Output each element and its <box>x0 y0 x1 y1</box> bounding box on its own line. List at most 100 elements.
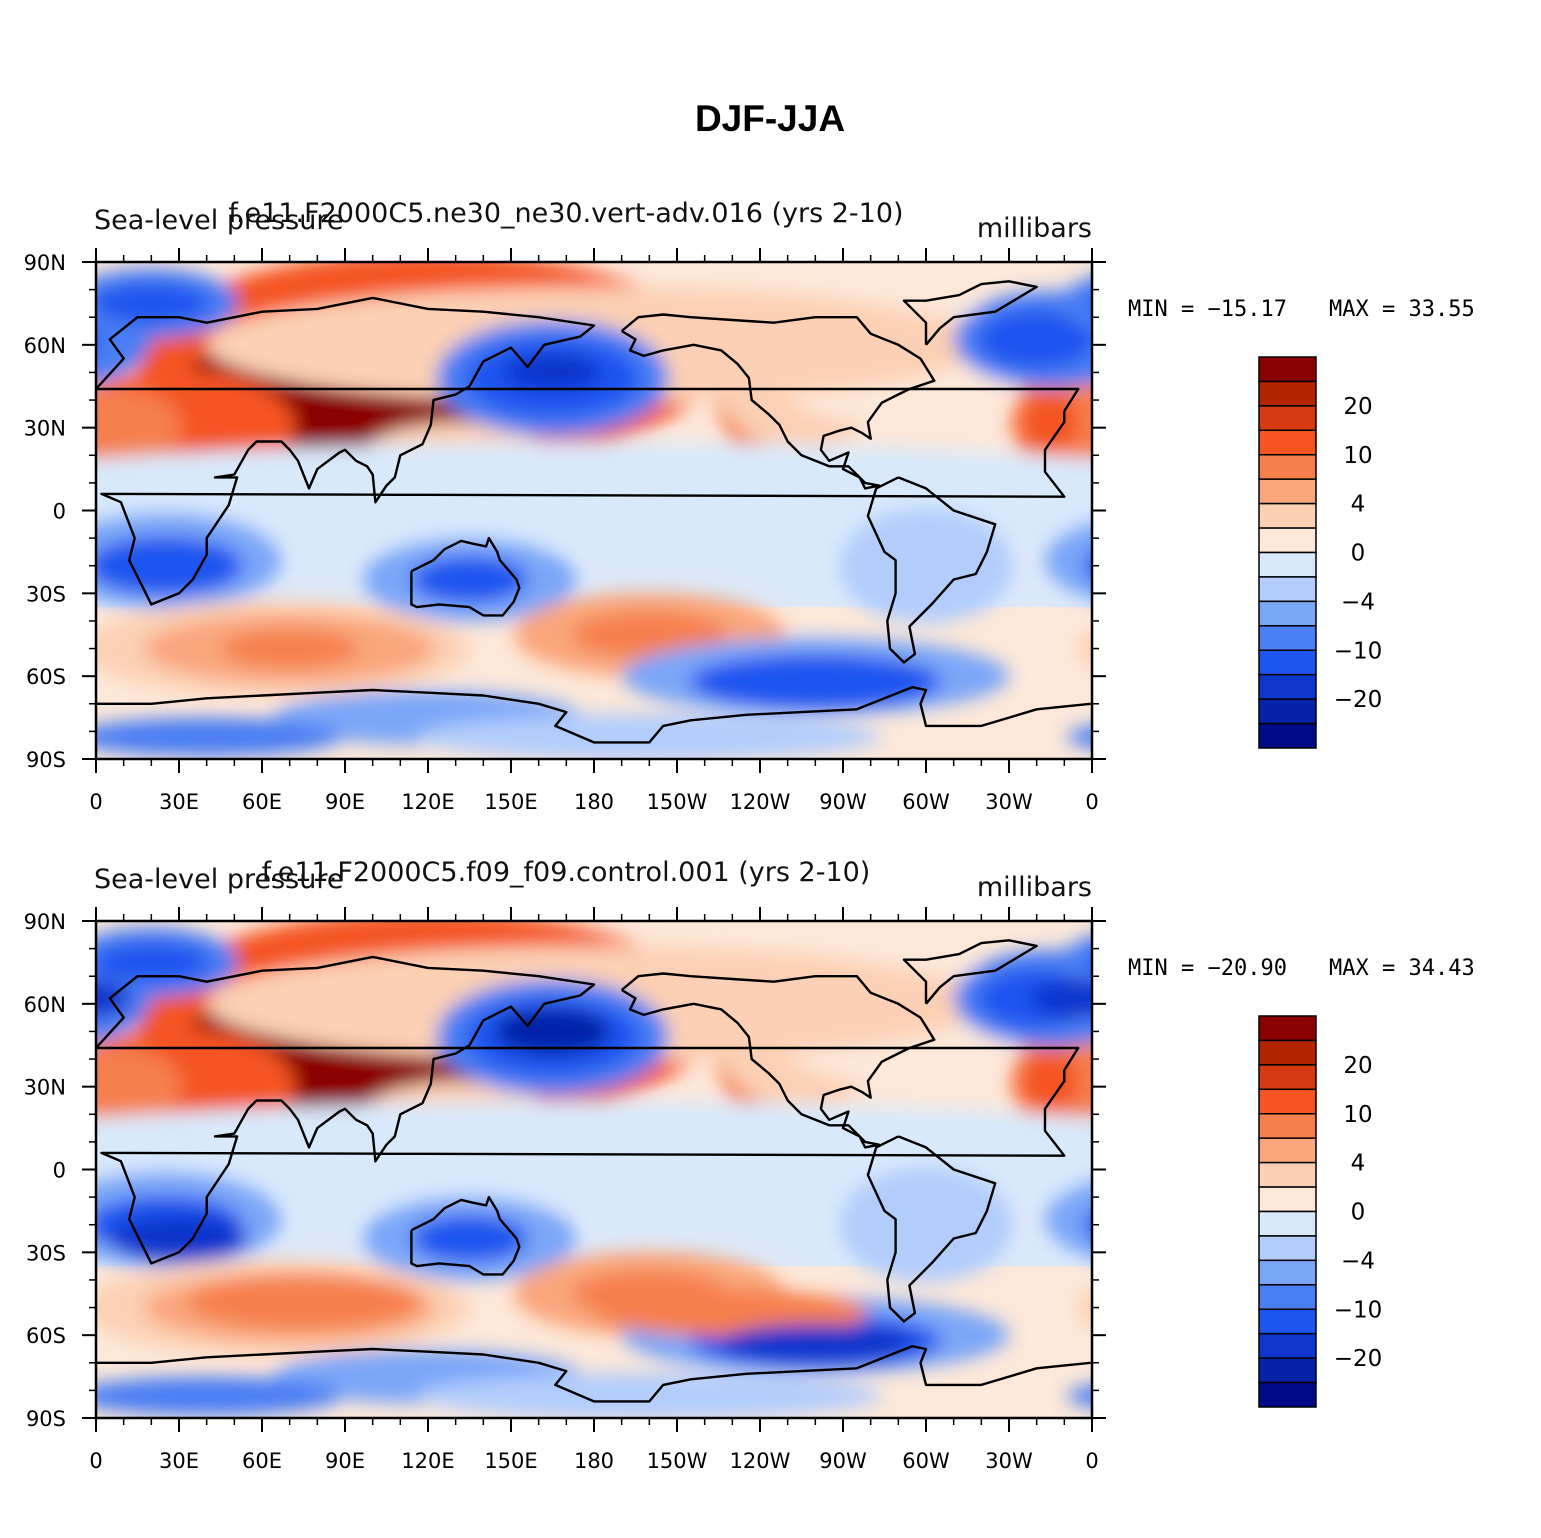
colorbar-label-5: −10 <box>1334 638 1383 664</box>
field-contour-22 <box>1359 1196 1541 1281</box>
field-contour-33 <box>96 717 343 757</box>
x-tick-label-12: 0 <box>1085 790 1098 814</box>
colorbar-swatch-3 <box>1258 429 1317 456</box>
field-contour-17 <box>1060 935 1092 990</box>
field-contour-27 <box>221 629 358 668</box>
panel-units: millibars <box>977 213 1092 244</box>
x-tick-label-9: 90W <box>819 1449 867 1473</box>
coastlines <box>96 280 1091 744</box>
field-contour-37 <box>187 1274 420 1330</box>
colorbar-swatch-15 <box>1258 1381 1317 1408</box>
y-tick-label-1: 60N <box>24 993 66 1017</box>
coastline-1 <box>410 1195 521 1276</box>
panel-units: millibars <box>977 872 1092 903</box>
field-contour-14 <box>1500 353 1541 392</box>
field-contour-17 <box>1060 276 1092 331</box>
panel-case-label: f.e11.F2000C5.ne30_ne30.vert-adv.016 (yr… <box>228 198 903 229</box>
field-contour-13 <box>1461 339 1541 416</box>
colorbar-2: 20 10 4 0 −4 −10 −20 <box>1258 1015 1383 1408</box>
field-contour-33 <box>96 1376 343 1416</box>
x-tick-label-7: 150W <box>647 1449 708 1473</box>
y-tick-label-4: 30S <box>26 1241 66 1265</box>
coastline-2 <box>866 476 997 664</box>
x-tick-label-4: 120E <box>401 1449 454 1473</box>
colorbar-label-5: −10 <box>1334 1297 1383 1323</box>
slp-field-2 <box>0 921 1541 1419</box>
colorbar-swatch-4 <box>1258 1113 1317 1139</box>
x-tick-label-7: 150W <box>647 790 708 814</box>
y-tick-label-5: 60S <box>26 665 66 689</box>
y-tick-label-2: 30N <box>24 1076 66 1100</box>
x-tick-label-3: 90E <box>325 790 365 814</box>
colorbar-swatch-5 <box>1258 1137 1317 1164</box>
coastline-3 <box>620 313 936 490</box>
x-tick-label-6: 180 <box>574 790 614 814</box>
field-contour-16 <box>978 310 1092 369</box>
map-panel-2: 0 30E 60E 90E 120E 150E 180 150W 120W 90W 60W 30W 09… <box>0 857 1541 1473</box>
field-contour-21 <box>1083 552 1092 579</box>
y-tick-label-6: 90S <box>26 748 66 772</box>
field-contour-25 <box>1078 1289 1092 1326</box>
field-contour-20 <box>1045 521 1092 600</box>
colorbar-swatch-4 <box>1258 454 1317 480</box>
field-contour-5 <box>96 1045 112 1117</box>
x-tick-label-8: 120W <box>730 1449 791 1473</box>
colorbar-swatch-11 <box>1258 1284 1317 1310</box>
field-contour-9 <box>0 950 38 1085</box>
field-contour-18 <box>96 943 210 982</box>
colorbar-swatch-9 <box>1258 1235 1317 1262</box>
field-contour-14 <box>504 353 601 392</box>
field-contours <box>0 921 1541 1419</box>
field-contour-21 <box>1083 1211 1092 1238</box>
coastline-2 <box>866 1135 997 1323</box>
field-contour-23 <box>411 556 528 603</box>
colorbar-swatch-5 <box>1258 478 1317 505</box>
field-contour-36 <box>1107 1215 1243 1261</box>
colorbar-label-3: 0 <box>1351 541 1366 567</box>
field-contour-34 <box>1413 1373 1541 1419</box>
x-tick-label-2: 60E <box>242 790 282 814</box>
field-contour-12 <box>1432 320 1541 436</box>
coastline-4 <box>902 280 1038 346</box>
field-contour-24 <box>838 507 1014 624</box>
x-tick-label-0: 0 <box>89 790 102 814</box>
slp-field-1 <box>96 262 1541 760</box>
colorbar-swatch-0 <box>1258 356 1317 383</box>
coastline-0 <box>96 296 1080 606</box>
colorbar-swatch-7 <box>1258 527 1317 554</box>
panel-left-label: Sea-level pressure <box>94 864 343 895</box>
colorbar-label-4: −4 <box>1341 589 1375 615</box>
y-tick-label-5: 60S <box>26 1324 66 1348</box>
y-tick-label-0: 90N <box>24 910 66 934</box>
x-tick-label-1: 30E <box>159 1449 199 1473</box>
field-contour-12 <box>1432 979 1541 1095</box>
field-contour-28 <box>1510 1251 1541 1336</box>
x-tick-label-5: 150E <box>484 790 537 814</box>
field-contour-40 <box>1029 978 1092 1018</box>
field-contour-24 <box>0 1167 17 1283</box>
field-contour-4 <box>96 389 182 467</box>
figure-title: DJF-JJA <box>695 98 845 139</box>
colorbar-swatch-8 <box>1258 1210 1317 1237</box>
colorbar-swatch-14 <box>1258 698 1317 725</box>
field-contour-23 <box>1407 1215 1523 1261</box>
x-tick-label-10: 60W <box>902 790 950 814</box>
field-contour-29 <box>571 611 727 658</box>
colorbar-label-3: 0 <box>1351 1200 1366 1226</box>
field-contour-23 <box>411 1215 528 1262</box>
colorbar-swatch-6 <box>1258 1161 1317 1188</box>
min-value: MIN = −15.17 <box>1128 297 1287 322</box>
colorbar-swatch-13 <box>1258 673 1317 700</box>
coastline-0 <box>96 955 1080 1265</box>
colorbar-swatch-3 <box>1258 1088 1317 1115</box>
colorbar-swatch-2 <box>1258 1064 1317 1091</box>
x-tick-label-8: 120W <box>730 790 791 814</box>
colorbar-label-6: −20 <box>1334 687 1383 713</box>
colorbar-label-4: −4 <box>1341 1248 1375 1274</box>
map-panel-1: 0 30E 60E 90E 120E 150E 180 150W 120W 90W 60W 30W 09… <box>24 198 1541 814</box>
field-contour-33 <box>1067 725 1092 749</box>
x-tick-label-1: 30E <box>159 790 199 814</box>
colorbar-label-6: −20 <box>1334 1346 1383 1372</box>
field-contour-34 <box>1413 714 1541 760</box>
